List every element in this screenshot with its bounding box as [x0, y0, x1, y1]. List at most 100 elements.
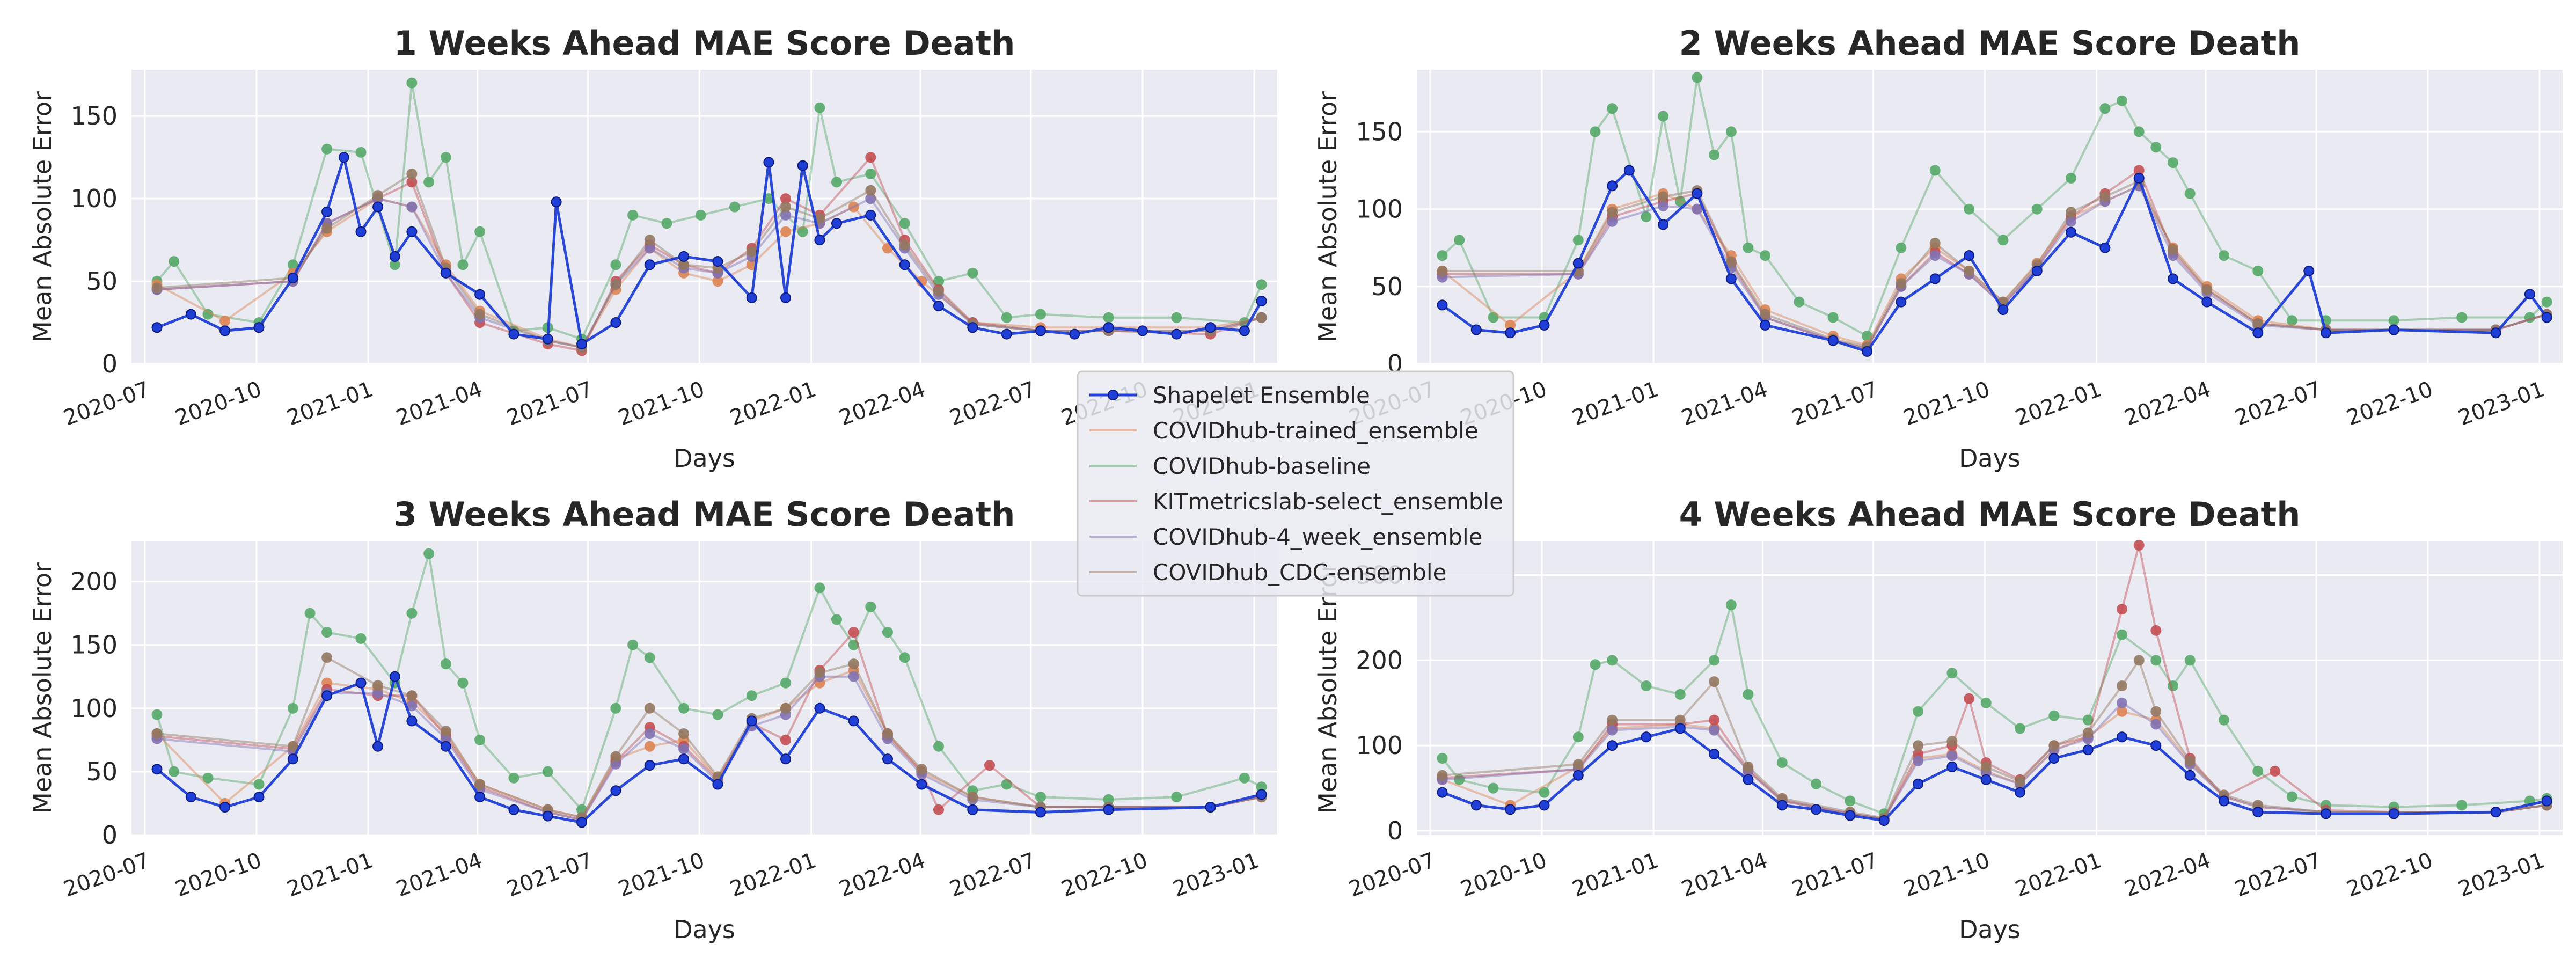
data-point: [2219, 795, 2229, 807]
data-point: [1725, 273, 1737, 284]
data-point: [321, 223, 333, 234]
y-tick-label: 100: [70, 694, 118, 723]
data-point: [933, 276, 944, 287]
data-point: [814, 213, 825, 224]
series-line: [156, 552, 1262, 811]
data-point: [2388, 315, 2399, 326]
data-point: [2541, 312, 2552, 323]
data-point: [2015, 723, 2025, 734]
data-point: [151, 728, 163, 739]
data-point: [1590, 126, 1601, 137]
data-point: [1929, 238, 1941, 248]
data-point: [576, 817, 588, 828]
x-axis-label: Days: [674, 444, 735, 473]
data-point: [2456, 312, 2468, 323]
data-point: [372, 741, 384, 752]
series-Shapelet Ensemble: [1437, 165, 2552, 357]
data-point: [1437, 299, 1448, 311]
data-point: [1827, 335, 1839, 346]
series-line: [157, 156, 1262, 352]
data-point: [151, 764, 163, 775]
data-point: [1488, 312, 1499, 323]
data-point: [2168, 244, 2178, 255]
data-point: [610, 259, 621, 270]
data-point: [1725, 256, 1737, 267]
data-point: [1171, 792, 1182, 803]
data-point: [457, 259, 469, 270]
data-point: [1725, 599, 1737, 611]
data-point: [1256, 789, 1267, 800]
data-point: [1827, 312, 1839, 323]
data-point: [321, 690, 333, 701]
data-point: [440, 267, 451, 279]
legend-label: COVIDhub-4_week_ensemble: [1153, 524, 1483, 550]
data-point: [2490, 327, 2501, 339]
data-point: [1539, 787, 1550, 798]
data-point: [2524, 289, 2535, 300]
chart-panel-4: 01002003002020-072020-102021-012021-0420…: [1313, 495, 2563, 944]
data-point: [406, 608, 418, 619]
series-line: [1442, 185, 2548, 350]
data-point: [372, 687, 384, 699]
series-line: [1442, 544, 2547, 820]
data-point: [2117, 706, 2127, 717]
data-point: [2150, 625, 2162, 636]
data-point: [1171, 328, 1182, 340]
data-point: [2031, 203, 2043, 215]
series-line: [1442, 169, 2548, 350]
series-COVIDhub-baseline: [1437, 72, 2552, 342]
data-point: [2252, 765, 2264, 777]
data-point: [2048, 740, 2060, 751]
data-point: [2168, 273, 2178, 284]
chart-title: 1 Weeks Ahead MAE Score Death: [394, 24, 1015, 63]
data-point: [933, 804, 944, 815]
data-point: [440, 733, 451, 744]
legend-box: [1077, 370, 1514, 597]
chart-title: 3 Weeks Ahead MAE Score Death: [394, 495, 1015, 534]
y-tick-label: 200: [70, 567, 118, 596]
data-point: [474, 226, 486, 237]
data-point: [1607, 216, 1618, 227]
data-point: [2082, 744, 2094, 756]
data-point: [2099, 191, 2111, 202]
y-tick-label: 0: [102, 349, 118, 378]
data-point: [2456, 800, 2468, 811]
data-point: [576, 339, 588, 350]
data-point: [848, 671, 859, 682]
data-point: [1913, 740, 1924, 751]
data-point: [389, 251, 400, 262]
data-point: [1674, 723, 1686, 734]
data-point: [712, 276, 723, 287]
data-point: [551, 196, 562, 208]
data-point: [678, 753, 690, 765]
data-point: [1760, 250, 1771, 261]
data-point: [814, 667, 825, 678]
data-point: [610, 758, 621, 770]
data-point: [1743, 242, 1754, 253]
data-point: [151, 282, 163, 294]
data-point: [865, 209, 876, 221]
data-point: [2066, 207, 2076, 218]
data-point: [627, 209, 639, 221]
data-point: [2117, 680, 2127, 691]
series-line: [1442, 701, 2547, 820]
data-point: [865, 169, 876, 179]
data-point: [746, 292, 757, 303]
legend-marker: [1108, 390, 1118, 400]
data-point: [1035, 309, 1046, 320]
data-point: [440, 152, 451, 163]
data-point: [1658, 200, 1669, 211]
data-point: [899, 239, 910, 251]
data-point: [661, 218, 672, 229]
data-point: [406, 201, 418, 213]
series-line: [1441, 604, 2547, 815]
data-point: [2066, 172, 2076, 184]
data-point: [644, 702, 655, 714]
data-point: [1946, 750, 1958, 762]
data-point: [1069, 328, 1080, 340]
data-point: [2066, 226, 2076, 238]
data-point: [406, 77, 418, 89]
data-point: [287, 259, 298, 270]
data-point: [916, 779, 927, 790]
